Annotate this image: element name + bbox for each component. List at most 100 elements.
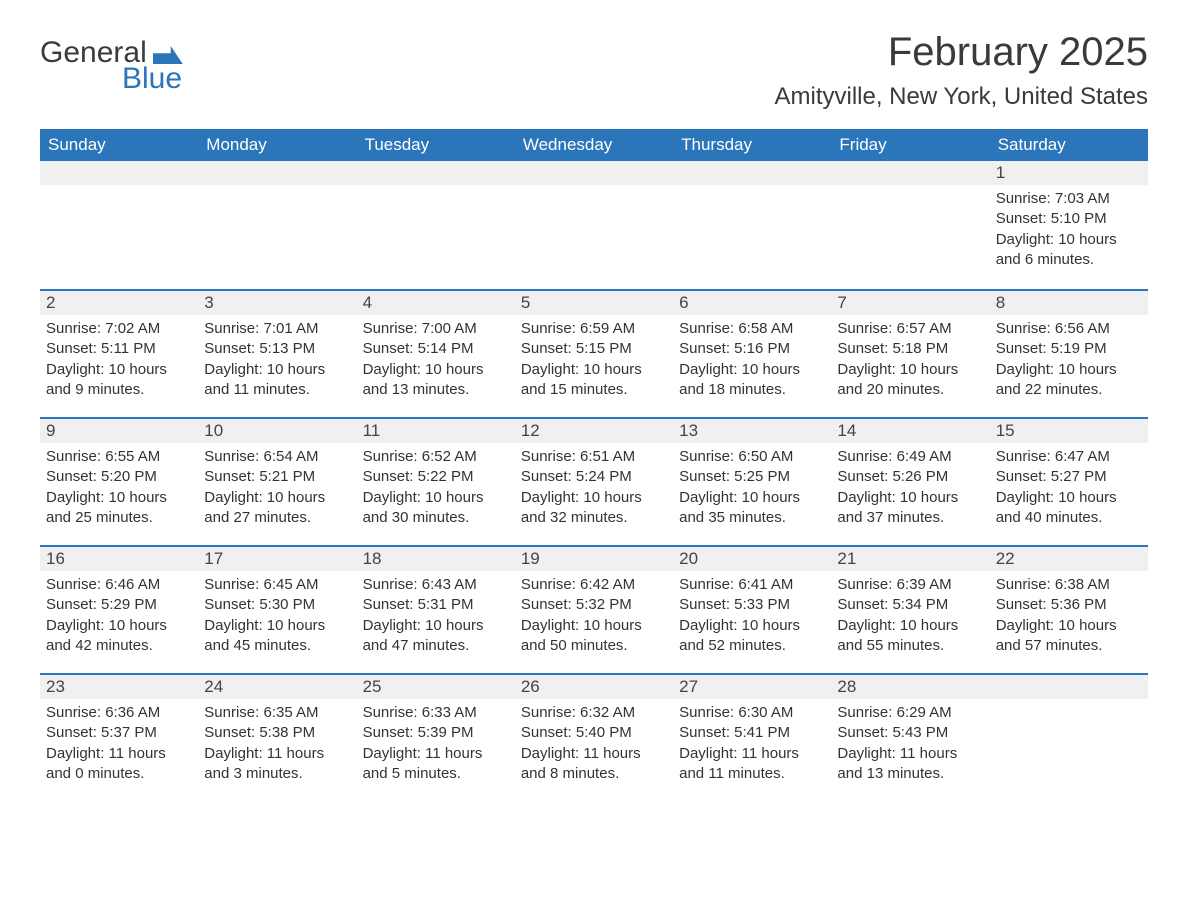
sunrise-text: Sunrise: 6:58 AM: [679, 319, 825, 339]
day-number: 12: [515, 417, 673, 443]
day-number: [357, 161, 515, 185]
calendar-day-cell: 11Sunrise: 6:52 AMSunset: 5:22 PMDayligh…: [357, 417, 515, 545]
calendar-week-row: 9 Sunrise: 6:55 AMSunset: 5:20 PM Daylight…: [40, 417, 1148, 545]
calendar-day-cell: [673, 161, 831, 289]
day-body: Sunrise: 6:32 AMSunset: 5:40 PMDaylight:…: [515, 699, 673, 790]
sunrise-text: Sunrise: 6:57 AM: [837, 319, 983, 339]
day-number: 20: [673, 545, 831, 571]
calendar-day-cell: 8Sunrise: 6:56 AMSunset: 5:19 PMDaylight…: [990, 289, 1148, 417]
sunrise-text: Sunrise: 6:30 AM: [679, 703, 825, 723]
sunset-text: Sunset: 5:25 PM: [679, 467, 825, 487]
calendar-day-cell: [515, 161, 673, 289]
day-body: Sunrise: 6:38 AMSunset: 5:36 PMDaylight:…: [990, 571, 1148, 662]
sunset-text: Sunset: 5:30 PM: [204, 595, 350, 615]
day-number: 1: [990, 161, 1148, 185]
location-label: Amityville, New York, United States: [775, 83, 1149, 111]
sunrise-text: Sunrise: 6:29 AM: [837, 703, 983, 723]
daylight-text: Daylight: 10 hours and 20 minutes.: [837, 360, 983, 401]
day-number: [831, 161, 989, 185]
day-body: Sunrise: 6:57 AMSunset: 5:18 PMDaylight:…: [831, 315, 989, 406]
calendar-day-cell: 22Sunrise: 6:38 AMSunset: 5:36 PMDayligh…: [990, 545, 1148, 673]
day-number: 27: [673, 673, 831, 699]
calendar-day-cell: [198, 161, 356, 289]
day-body: Sunrise: 6:39 AMSunset: 5:34 PMDaylight:…: [831, 571, 989, 662]
calendar-day-cell: 1Sunrise: 7:03 AMSunset: 5:10 PMDaylight…: [990, 161, 1148, 289]
day-number: [673, 161, 831, 185]
calendar-day-cell: 6Sunrise: 6:58 AMSunset: 5:16 PMDaylight…: [673, 289, 831, 417]
sunrise-text: Sunrise: 6:38 AM: [996, 575, 1142, 595]
daylight-text: Daylight: 10 hours and 50 minutes.: [521, 616, 667, 657]
sunset-text: Sunset: 5:40 PM: [521, 723, 667, 743]
calendar-day-cell: 19Sunrise: 6:42 AMSunset: 5:32 PMDayligh…: [515, 545, 673, 673]
daylight-text: Daylight: 10 hours and 37 minutes.: [837, 488, 983, 529]
daylight-text: Daylight: 11 hours and 0 minutes.: [46, 744, 192, 785]
day-number: [40, 161, 198, 185]
sunrise-text: Sunrise: 6:54 AM: [204, 447, 350, 467]
sunrise-text: Sunrise: 6:46 AM: [46, 575, 192, 595]
day-body: Sunrise: 6:51 AMSunset: 5:24 PMDaylight:…: [515, 443, 673, 534]
calendar-week-row: 16 Sunrise: 6:46 AMSunset: 5:29 PM Dayligh…: [40, 545, 1148, 673]
calendar-day-cell: 5Sunrise: 6:59 AMSunset: 5:15 PMDaylight…: [515, 289, 673, 417]
sunset-text: Sunset: 5:22 PM: [363, 467, 509, 487]
calendar-day-cell: 2Sunrise: 7:02 AMSunset: 5:11 PMDaylight…: [40, 289, 198, 417]
sunset-text: Sunset: 5:43 PM: [837, 723, 983, 743]
calendar-day-cell: [831, 161, 989, 289]
sunrise-text: Sunrise: 6:42 AM: [521, 575, 667, 595]
day-number: 13: [673, 417, 831, 443]
daylight-text: Daylight: 10 hours and 40 minutes.: [996, 488, 1142, 529]
sunset-text: Sunset: 5:31 PM: [363, 595, 509, 615]
day-number: 17: [198, 545, 356, 571]
day-number: 2: [40, 289, 198, 315]
calendar-day-cell: [990, 673, 1148, 801]
sunrise-text: Sunrise: 6:33 AM: [363, 703, 509, 723]
sunset-text: Sunset: 5:20 PM: [46, 467, 192, 487]
daylight-text: Daylight: 10 hours and 9 minutes.: [46, 360, 192, 401]
day-number: 7: [831, 289, 989, 315]
day-body: Sunrise: 6:54 AMSunset: 5:21 PMDaylight:…: [198, 443, 356, 534]
day-body: Sunrise: 6:47 AMSunset: 5:27 PMDaylight:…: [990, 443, 1148, 534]
day-number: 14: [831, 417, 989, 443]
calendar-day-cell: 23Sunrise: 6:36 AMSunset: 5:37 PMDayligh…: [40, 673, 198, 801]
sunset-text: Sunset: 5:26 PM: [837, 467, 983, 487]
day-body: Sunrise: 6:36 AMSunset: 5:37 PMDaylight:…: [40, 699, 198, 790]
calendar-table: Sunday Monday Tuesday Wednesday Thursday…: [40, 129, 1148, 801]
sunrise-text: Sunrise: 6:49 AM: [837, 447, 983, 467]
day-number: [515, 161, 673, 185]
day-body: [515, 185, 673, 195]
day-body: Sunrise: 6:50 AMSunset: 5:25 PMDaylight:…: [673, 443, 831, 534]
sunset-text: Sunset: 5:15 PM: [521, 339, 667, 359]
day-number: 21: [831, 545, 989, 571]
day-body: Sunrise: 6:29 AMSunset: 5:43 PMDaylight:…: [831, 699, 989, 790]
daylight-text: Daylight: 10 hours and 27 minutes.: [204, 488, 350, 529]
calendar-day-cell: 17Sunrise: 6:45 AMSunset: 5:30 PMDayligh…: [198, 545, 356, 673]
sunrise-text: Sunrise: 6:36 AM: [46, 703, 192, 723]
day-number: 9: [40, 417, 198, 443]
sunrise-text: Sunrise: 6:50 AM: [679, 447, 825, 467]
sunrise-text: Sunrise: 6:55 AM: [46, 447, 192, 467]
day-number: 28: [831, 673, 989, 699]
sunset-text: Sunset: 5:16 PM: [679, 339, 825, 359]
day-number: 25: [357, 673, 515, 699]
brand-word2: Blue: [122, 62, 183, 96]
day-body: Sunrise: 7:00 AMSunset: 5:14 PMDaylight:…: [357, 315, 515, 406]
daylight-text: Daylight: 10 hours and 47 minutes.: [363, 616, 509, 657]
day-body: Sunrise: 6:42 AMSunset: 5:32 PMDaylight:…: [515, 571, 673, 662]
calendar-week-row: 2Sunrise: 7:02 AMSunset: 5:11 PMDaylight…: [40, 289, 1148, 417]
day-body: Sunrise: 6:56 AMSunset: 5:19 PMDaylight:…: [990, 315, 1148, 406]
weekday-header: Wednesday: [515, 129, 673, 161]
brand-logo: General Blue: [40, 36, 183, 96]
day-number: 16: [40, 545, 198, 571]
weekday-header: Saturday: [990, 129, 1148, 161]
day-body: [40, 185, 198, 195]
sunset-text: Sunset: 5:29 PM: [46, 595, 192, 615]
day-body: [198, 185, 356, 195]
day-body: Sunrise: 6:52 AMSunset: 5:22 PMDaylight:…: [357, 443, 515, 534]
day-number: 15: [990, 417, 1148, 443]
day-body: Sunrise: 7:01 AMSunset: 5:13 PMDaylight:…: [198, 315, 356, 406]
day-body: Sunrise: 6:43 AMSunset: 5:31 PMDaylight:…: [357, 571, 515, 662]
daylight-text: Daylight: 10 hours and 22 minutes.: [996, 360, 1142, 401]
calendar-day-cell: 10Sunrise: 6:54 AMSunset: 5:21 PMDayligh…: [198, 417, 356, 545]
sunrise-text: Sunrise: 7:03 AM: [996, 189, 1142, 209]
sunset-text: Sunset: 5:38 PM: [204, 723, 350, 743]
day-number: 23: [40, 673, 198, 699]
